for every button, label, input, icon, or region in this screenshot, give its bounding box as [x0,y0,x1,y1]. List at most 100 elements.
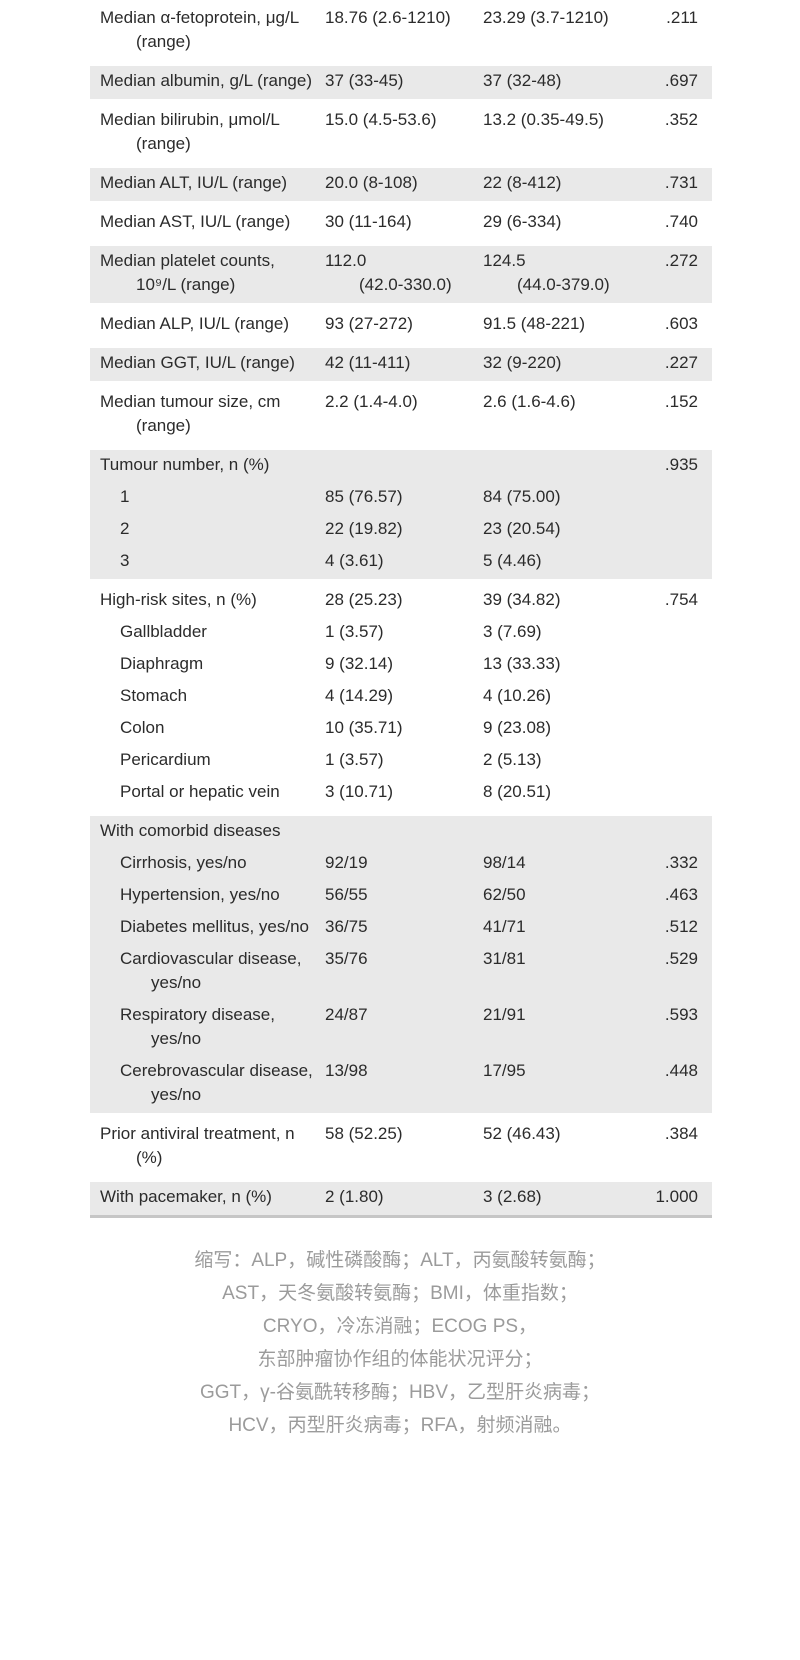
group1-value: 56/55 [325,885,368,904]
group1-value: 24/87 [325,1005,368,1024]
p-value [645,780,712,804]
group2-value: 32 (9-220) [483,353,562,372]
group2-value: 39 (34.82) [483,590,561,609]
table-row: Median bilirubin, μmol/L (range) 15.0 (4… [90,108,712,156]
group2-value: 13 (33.33) [483,654,561,673]
row-band: Median AST, IU/L (range) 30 (11-164) 29 … [90,207,712,240]
group1-value: 4 (3.61) [325,551,384,570]
group1-value: 37 (33-45) [325,71,404,90]
table-row: Median albumin, g/L (range) 37 (33-45) 3… [90,69,712,93]
row-label: Prior antiviral treatment, n (%) [100,1124,295,1167]
table-row: Median tumour size, cm (range) 2.2 (1.4-… [90,390,712,438]
table-row: High-risk sites, n (%) 28 (25.23) 39 (34… [90,588,712,612]
group2-value: 98/14 [483,853,526,872]
p-value: .754 [664,590,698,609]
row-label: Cirrhosis, yes/no [120,853,247,872]
row-label: Tumour number, n (%) [100,455,270,474]
group2-value: 23 (20.54) [483,519,561,538]
group2-value: 41/71 [483,917,526,936]
p-value: 1.000 [655,1187,698,1206]
row-label: Median platelet counts, 10⁹/L (range) [100,251,275,294]
group2-value: 84 (75.00) [483,487,561,506]
shaded-row-band: Median ALT, IU/L (range) 20.0 (8-108) 22… [90,168,712,201]
table-row: Median AST, IU/L (range) 30 (11-164) 29 … [90,210,712,234]
p-value [645,819,712,843]
p-value [645,748,712,772]
group2-value: 9 (23.08) [483,718,552,737]
row-label: Median α-fetoprotein, μg/L (range) [100,8,299,51]
p-value: .512 [664,917,698,936]
table-footnote: 缩写：ALP，碱性磷酸酶；ALT，丙氨酸转氨酶； AST，天冬氨酸转氨酶；BMI… [194,1250,606,1436]
group2-value: 4 (10.26) [483,686,552,705]
shaded-row-band: With comorbid diseases Cirrhosis, yes/no… [90,816,712,1113]
table-row: 1 85 (76.57) 84 (75.00) [90,485,712,509]
p-value: .603 [664,314,698,333]
table-row: Tumour number, n (%) .935 [90,453,712,477]
group1-value: 112.0 (42.0-330.0) [325,251,452,294]
row-label: Cardiovascular disease, yes/no [120,949,302,992]
group2-value: 17/95 [483,1061,526,1080]
table-row: Median platelet counts, 10⁹/L (range) 11… [90,249,712,297]
table-row: Hypertension, yes/no 56/55 62/50 .463 [90,883,712,907]
table-row: Median ALP, IU/L (range) 93 (27-272) 91.… [90,312,712,336]
row-label: Portal or hepatic vein [120,782,280,801]
group2-value: 22 (8-412) [483,173,562,192]
group1-value: 28 (25.23) [325,590,403,609]
group1-value: 15.0 (4.5-53.6) [325,110,437,129]
p-value: .463 [664,885,698,904]
group1-value: 85 (76.57) [325,487,403,506]
group2-value: 21/91 [483,1005,526,1024]
group1-value: 1 (3.57) [325,750,384,769]
p-value [645,652,712,676]
group1-value: 2 (1.80) [325,1187,384,1206]
row-label: Diabetes mellitus, yes/no [120,917,309,936]
group1-value: 35/76 [325,949,368,968]
table-row: Colon 10 (35.71) 9 (23.08) [90,716,712,740]
row-label: Median AST, IU/L (range) [100,212,291,231]
group2-value: 8 (20.51) [483,782,552,801]
p-value: .731 [664,173,698,192]
table-row: Stomach 4 (14.29) 4 (10.26) [90,684,712,708]
row-label: High-risk sites, n (%) [100,590,257,609]
row-label: Hypertension, yes/no [120,885,280,904]
row-label: With comorbid diseases [100,821,281,840]
paper-table-page: Median α-fetoprotein, μg/L (range) 18.76… [90,8,712,1436]
p-value [645,620,712,644]
shaded-row-band: With pacemaker, n (%) 2 (1.80) 3 (2.68) … [90,1182,712,1218]
group1-value: 42 (11-411) [325,353,411,372]
group2-value: 5 (4.46) [483,551,542,570]
table-row: Cerebrovascular disease, yes/no 13/98 17… [90,1059,712,1107]
group1-value: 1 (3.57) [325,622,384,641]
group1-value [319,819,477,843]
row-label: 1 [120,487,130,506]
p-value: .211 [666,8,698,27]
p-value [645,517,712,541]
row-label: Gallbladder [120,622,207,641]
table-row: Diabetes mellitus, yes/no 36/75 41/71 .5… [90,915,712,939]
shaded-row-band: Median platelet counts, 10⁹/L (range) 11… [90,246,712,303]
group1-value: 22 (19.82) [325,519,403,538]
p-value: .384 [664,1124,698,1143]
group1-value: 9 (32.14) [325,654,394,673]
group2-value: 52 (46.43) [483,1124,561,1143]
row-label: Median GGT, IU/L (range) [100,353,295,372]
group2-value: 31/81 [483,949,526,968]
table-row: Portal or hepatic vein 3 (10.71) 8 (20.5… [90,780,712,804]
table-row: Cirrhosis, yes/no 92/19 98/14 .332 [90,851,712,875]
group2-value: 13.2 (0.35-49.5) [483,110,604,129]
group2-value: 2 (5.13) [483,750,542,769]
row-label: Stomach [120,686,188,705]
group1-value: 30 (11-164) [325,212,412,231]
table-row: Pericardium 1 (3.57) 2 (5.13) [90,748,712,772]
row-label: With pacemaker, n (%) [100,1187,272,1206]
group1-value: 3 (10.71) [325,782,394,801]
p-value: .227 [664,353,698,372]
row-label: Pericardium [120,750,211,769]
group2-value: 37 (32-48) [483,71,562,90]
p-value: .593 [664,1005,698,1024]
p-value: .529 [664,949,698,968]
p-value: .448 [664,1061,698,1080]
shaded-row-band: Tumour number, n (%) .935 1 85 (76.57) 8… [90,450,712,579]
group1-value: 36/75 [325,917,368,936]
group1-value: 93 (27-272) [325,314,413,333]
